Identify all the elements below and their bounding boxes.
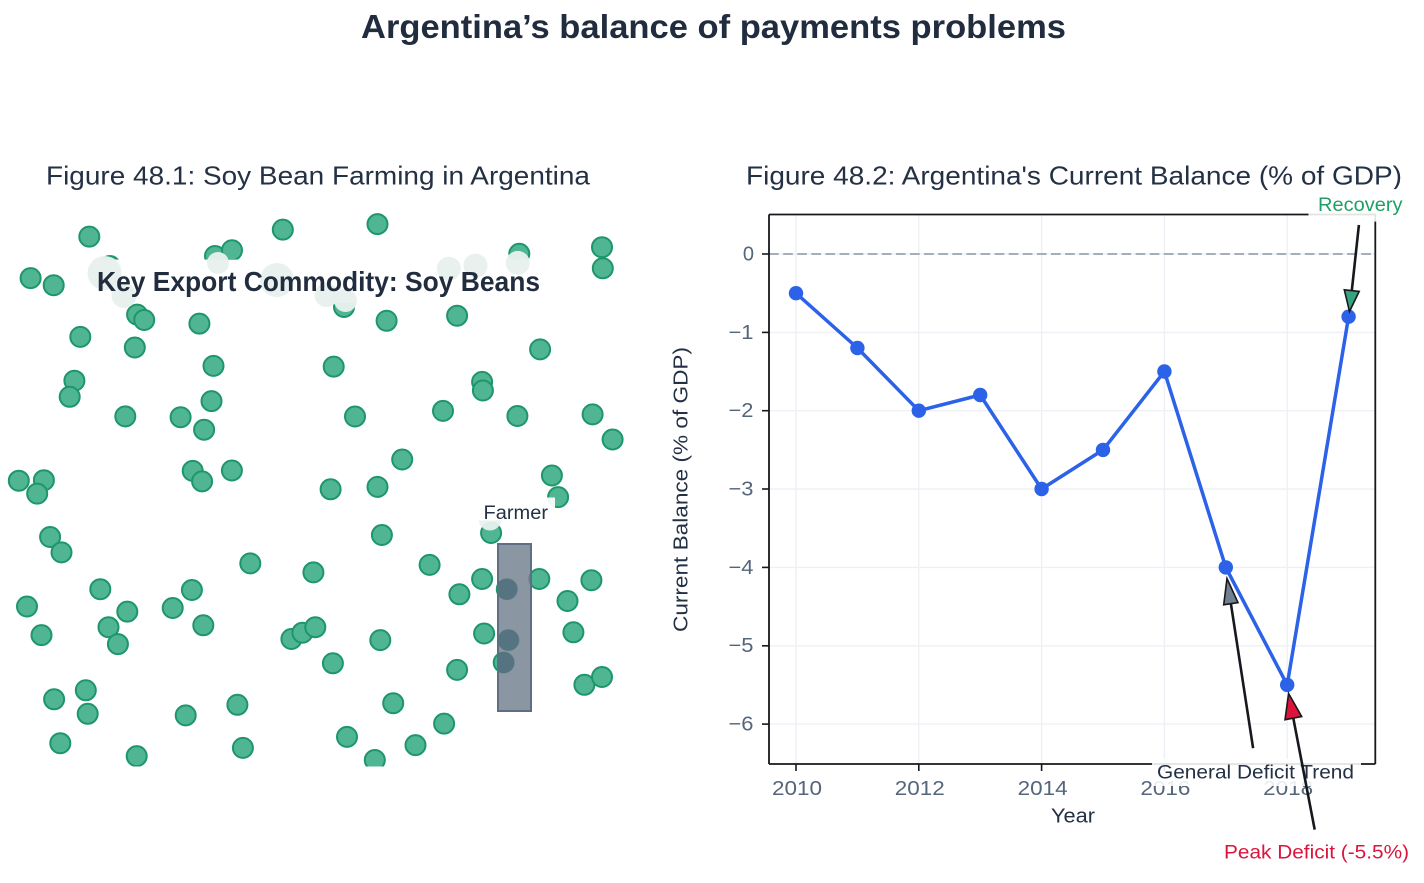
svg-text:Farmer: Farmer	[484, 503, 549, 524]
svg-text:−4: −4	[729, 557, 754, 579]
svg-text:0: 0	[743, 244, 754, 266]
svg-text:Argentina’s balance of payment: Argentina’s balance of payments problems	[361, 8, 1066, 45]
svg-text:2012: 2012	[895, 778, 945, 800]
svg-text:−6: −6	[729, 714, 754, 736]
svg-text:2010: 2010	[772, 778, 822, 800]
svg-text:−2: −2	[729, 400, 754, 422]
svg-text:−1: −1	[729, 322, 754, 344]
svg-text:Year: Year	[1051, 806, 1095, 828]
svg-text:Peak Deficit (-5.5%): Peak Deficit (-5.5%)	[1224, 842, 1409, 864]
svg-text:2014: 2014	[1018, 778, 1068, 800]
svg-text:Key Export Commodity: Soy Bean: Key Export Commodity: Soy Beans	[97, 266, 540, 297]
svg-text:Figure 48.2: Argentina's Curre: Figure 48.2: Argentina's Current Balance…	[746, 161, 1402, 191]
svg-text:Current Balance (% of GDP): Current Balance (% of GDP)	[671, 347, 693, 632]
svg-text:Figure 48.1: Soy Bean Farming: Figure 48.1: Soy Bean Farming in Argenti…	[46, 161, 591, 191]
svg-text:−5: −5	[729, 635, 754, 657]
svg-text:Recovery: Recovery	[1318, 195, 1403, 216]
svg-text:General Deficit Trend: General Deficit Trend	[1157, 762, 1354, 784]
svg-text:−3: −3	[729, 479, 754, 501]
